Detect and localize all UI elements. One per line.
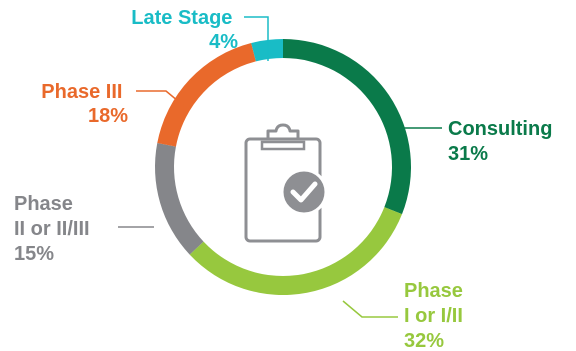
leader-phase-iii: [136, 90, 185, 107]
label-consulting: Consulting 31%: [448, 118, 558, 165]
donut-slice-0: [283, 39, 411, 215]
leader-late-stage: [244, 16, 269, 61]
donut-slice-4: [251, 39, 283, 62]
donut-ring: [155, 39, 411, 295]
label-phase-ii: Phase II or II/III 15%: [14, 193, 95, 265]
donut-slice-3: [157, 43, 256, 147]
clipboard-check-icon: [244, 123, 328, 243]
label-late-stage: Late Stage 4%: [131, 7, 238, 53]
label-phase-iii: Phase III 18%: [41, 81, 128, 127]
donut-slice-2: [155, 143, 204, 255]
donut-slice-1: [189, 207, 403, 295]
leader-phase-i: [342, 300, 398, 318]
label-phase-i: Phase I or I/II 32%: [404, 280, 469, 351]
